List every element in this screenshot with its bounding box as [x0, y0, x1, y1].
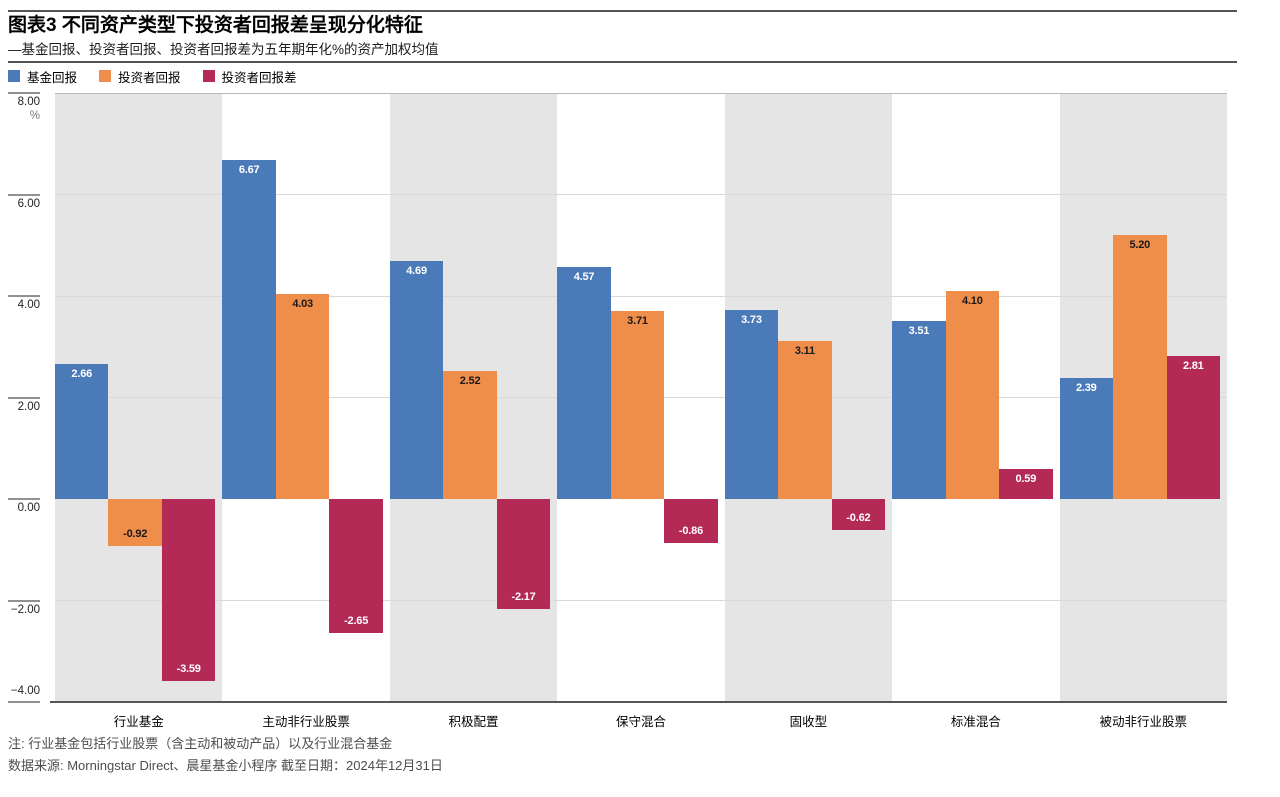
y-axis-tick-label: 4.00	[17, 299, 40, 311]
chart-source: 数据来源: Morningstar Direct、晨星基金小程序 截至日期：20…	[8, 758, 443, 773]
bar	[557, 267, 611, 499]
bar-value-label: 6.67	[238, 164, 260, 177]
gridline	[55, 194, 1227, 195]
bar-value-label: 3.11	[794, 345, 815, 358]
legend-label: 投资者回报差	[221, 70, 297, 85]
y-axis-tick	[8, 193, 40, 196]
return-gap-swatch-icon	[202, 70, 215, 82]
y-axis-tick	[8, 396, 40, 399]
bar	[831, 499, 886, 531]
chart-subtitle: —基金回报、投资者回报、投资者回报差为五年期年化%的资产加权均值	[8, 42, 439, 57]
bar-value-label: 3.71	[627, 314, 648, 327]
gridline	[55, 92, 1227, 94]
bar	[1113, 235, 1167, 499]
bar	[443, 371, 497, 499]
bar	[892, 320, 946, 499]
header-divider	[8, 61, 1237, 63]
legend-item-investor-return: 投资者回报	[99, 67, 181, 86]
bar	[108, 499, 162, 546]
bar	[610, 310, 665, 499]
category-label: 积极配置	[448, 715, 499, 729]
bar	[161, 499, 216, 682]
bar-value-label: -2.17	[511, 591, 536, 604]
investor-return-swatch-icon	[99, 70, 112, 82]
category-label: 保守混合	[615, 715, 666, 729]
y-axis-tick-label: −4.00	[10, 685, 40, 697]
bar	[496, 499, 551, 610]
y-axis-tick-label: 6.00	[17, 197, 40, 210]
bar-value-label: 3.51	[908, 324, 930, 337]
y-axis-tick-label: 0.00	[17, 502, 40, 514]
category-label: 标准混合	[950, 715, 1001, 729]
y-axis-tick	[8, 498, 40, 500]
y-axis-unit-label: %	[29, 110, 40, 122]
bar-value-label: -0.86	[678, 524, 703, 537]
category-label: 主动非行业股票	[262, 715, 350, 729]
bar-value-label: 4.10	[962, 294, 983, 307]
bar	[222, 160, 276, 499]
fund-return-swatch-icon	[8, 70, 20, 82]
bar	[1059, 377, 1114, 499]
top-divider	[8, 10, 1237, 12]
bar-value-label: 4.03	[292, 298, 313, 311]
bar-value-label: 2.52	[459, 375, 481, 388]
bar-value-label: 0.59	[1015, 473, 1037, 486]
legend-item-fund-return: 基金回报	[8, 67, 77, 86]
category-label: 固收型	[789, 715, 828, 729]
y-axis-tick	[8, 599, 40, 602]
chart-note: 注: 行业基金包括行业股票（含主动和被动产品）以及行业混合基金	[8, 736, 393, 751]
bar	[999, 469, 1053, 499]
legend-label: 投资者回报	[118, 70, 181, 85]
y-axis-tick-label: 2.00	[17, 400, 40, 413]
bar	[275, 294, 330, 499]
legend-item-return-gap: 投资者回报差	[202, 67, 297, 86]
y-axis-tick-label: 8.00	[17, 96, 40, 108]
y-axis-tick-label: −2.00	[10, 603, 40, 616]
gridline	[55, 600, 1227, 601]
legend-label: 基金回报	[27, 70, 78, 85]
bar	[55, 364, 109, 499]
bar-value-label: -0.92	[123, 527, 148, 540]
bar-value-label: 5.20	[1129, 239, 1151, 252]
bar	[945, 290, 1000, 499]
y-axis-tick	[8, 92, 40, 94]
category-label: 行业基金	[113, 715, 164, 729]
bar-value-label: 4.69	[406, 264, 427, 277]
bar-value-label: 2.81	[1182, 360, 1204, 373]
x-axis-line	[50, 701, 1227, 703]
bar	[778, 341, 832, 499]
bar-value-label: 4.57	[573, 271, 595, 284]
bar	[1166, 356, 1220, 499]
y-axis-tick	[8, 701, 40, 703]
bar-value-label: 2.66	[71, 368, 93, 380]
category-label: 被动非行业股票	[1099, 715, 1188, 729]
bar-value-label: -2.65	[344, 615, 369, 628]
bar-value-label: -3.59	[176, 663, 201, 676]
bar-value-label: 2.39	[1075, 381, 1097, 394]
bar	[664, 499, 718, 543]
chart-title: 图表3 不同资产类型下投资者回报差呈现分化特征	[8, 15, 423, 36]
bar-value-label: 3.73	[741, 313, 762, 326]
bar-value-label: -0.62	[846, 512, 871, 525]
y-axis-tick	[8, 295, 40, 297]
gridline	[55, 295, 1227, 297]
chart-legend: 基金回报 投资者回报 投资者回报差	[8, 67, 319, 85]
bar	[389, 260, 444, 499]
bar	[724, 309, 779, 499]
bar	[329, 499, 383, 634]
